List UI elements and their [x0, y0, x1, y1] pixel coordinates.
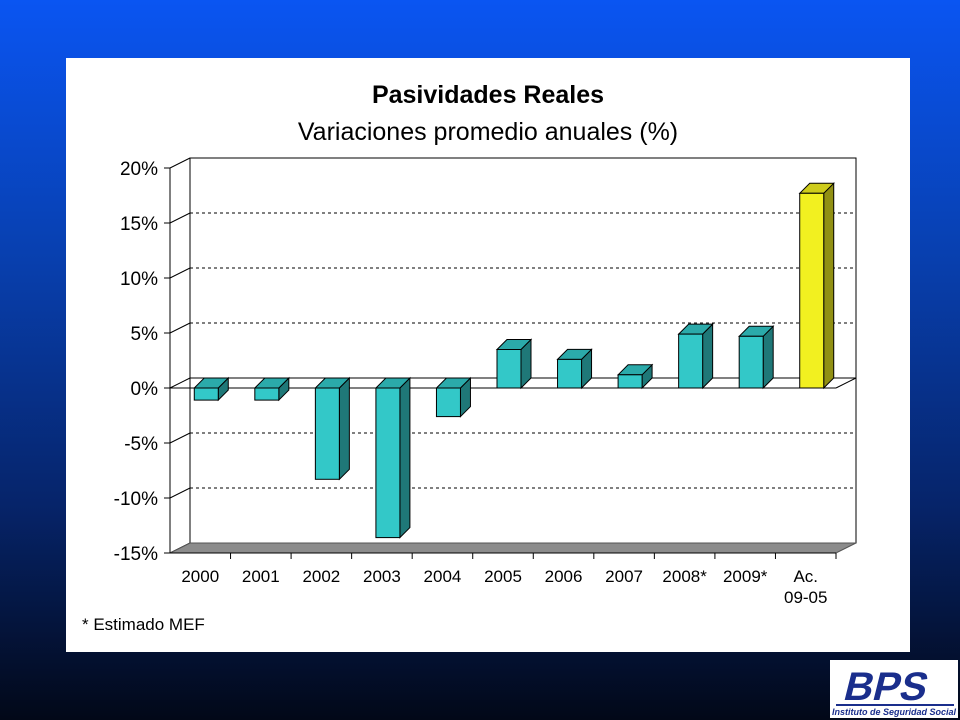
bar — [556, 348, 593, 390]
y-tick-label: 20% — [120, 159, 158, 180]
chart-title: Pasividades Reales — [372, 81, 604, 109]
y-tick-label: -15% — [114, 544, 158, 565]
bar — [435, 376, 472, 418]
bar-front — [738, 335, 764, 389]
x-tick-label: 2006 — [545, 567, 583, 586]
x-tick-label: Ac. — [793, 567, 818, 586]
bar-front — [314, 387, 340, 480]
bar-front — [496, 349, 522, 389]
y-axis-ticks: 20% 15% 10% 5% 0% -5% -10% -15% — [114, 159, 170, 565]
y-tick-label: 10% — [120, 269, 158, 290]
bar — [677, 322, 714, 390]
chart-svg: Pasividades Reales Variaciones promedio … — [82, 81, 857, 634]
x-tick-label: 2001 — [242, 567, 280, 586]
logo-underline — [836, 704, 954, 706]
x-tick-label: 2008* — [662, 567, 707, 586]
bar-side — [823, 182, 835, 390]
bar-front — [617, 374, 643, 389]
bar-front — [375, 387, 401, 539]
bars — [193, 182, 835, 539]
bar-front — [678, 333, 704, 389]
bps-logo: BPS Instituto de Seguridad Social — [830, 660, 958, 718]
x-axis-ticks: 2000 2001 2002 2003 2004 2005 2006 2007 2008* 200… — [170, 552, 837, 607]
gridline-diagonal — [169, 432, 191, 444]
gridline-diagonal — [169, 157, 191, 169]
bar — [616, 363, 654, 390]
bar — [737, 325, 775, 390]
y-tick-label: 0% — [131, 379, 159, 400]
bar — [495, 338, 533, 390]
y-tick-label: -5% — [124, 434, 158, 455]
y-tick-label: -10% — [114, 489, 158, 510]
bar-front — [799, 192, 825, 389]
bar-side — [762, 325, 774, 390]
bar-front — [435, 387, 461, 418]
y-tick-label: 5% — [131, 324, 159, 345]
bar-front — [254, 387, 280, 401]
plot-floor — [169, 542, 857, 554]
footnote: * Estimado MEF — [82, 615, 205, 634]
gridline-diagonal — [169, 267, 191, 279]
gridline-diagonal — [169, 212, 191, 224]
x-tick-label: 2007 — [605, 567, 643, 586]
bar-side — [702, 322, 714, 390]
logo-text: BPS — [840, 664, 934, 709]
x-tick-label: 2002 — [302, 567, 340, 586]
zero-line-side — [835, 377, 857, 389]
logo-caption: Instituto de Seguridad Social — [832, 707, 957, 717]
bar — [253, 376, 291, 402]
y-tick-label: 15% — [120, 214, 158, 235]
bps-logo-graphic: BPS Instituto de Seguridad Social — [832, 664, 957, 717]
x-tick-label: 2000 — [181, 567, 219, 586]
chart-subtitle: Variaciones promedio anuales (%) — [298, 118, 678, 146]
bar-front — [193, 387, 219, 401]
bar — [193, 376, 230, 402]
gridline-diagonal — [169, 377, 191, 389]
bar — [374, 376, 412, 539]
bar-side — [338, 376, 350, 481]
bar — [314, 376, 351, 481]
bar-side — [399, 376, 411, 539]
x-tick-label: 2003 — [363, 567, 401, 586]
chart-panel: Pasividades Reales Variaciones promedio … — [66, 58, 910, 652]
gridline-diagonal — [169, 487, 191, 499]
x-tick-label: 2004 — [424, 567, 462, 586]
x-tick-label: 2005 — [484, 567, 522, 586]
x-tick-label: 09-05 — [784, 588, 827, 607]
bar — [798, 182, 835, 390]
bar-front — [557, 358, 583, 389]
x-tick-label: 2009* — [723, 567, 768, 586]
gridline-diagonal — [169, 322, 191, 334]
